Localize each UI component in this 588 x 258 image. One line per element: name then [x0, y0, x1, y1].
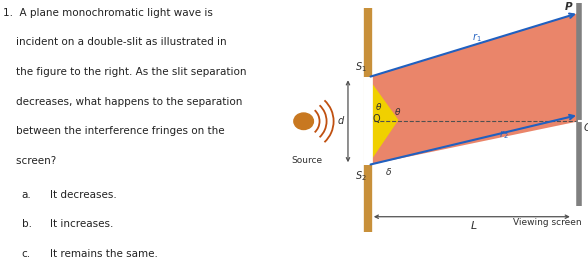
Text: c.: c.: [22, 249, 31, 258]
Text: Source: Source: [291, 156, 322, 165]
Text: the figure to the right. As the slit separation: the figure to the right. As the slit sep…: [3, 67, 246, 77]
Text: P: P: [565, 2, 573, 12]
Text: incident on a double-slit as illustrated in: incident on a double-slit as illustrated…: [3, 37, 227, 47]
Text: decreases, what happens to the separation: decreases, what happens to the separatio…: [3, 97, 242, 107]
Text: 1.  A plane monochromatic light wave is: 1. A plane monochromatic light wave is: [3, 8, 213, 18]
Text: It remains the same.: It remains the same.: [50, 249, 158, 258]
Text: Q: Q: [372, 114, 380, 124]
Text: between the interference fringes on the: between the interference fringes on the: [3, 126, 225, 136]
Text: Viewing screen: Viewing screen: [513, 218, 582, 227]
Text: $\theta$: $\theta$: [376, 101, 383, 112]
Text: $\theta$: $\theta$: [394, 106, 401, 117]
Text: $S_2$: $S_2$: [355, 169, 366, 183]
Text: $S_1$: $S_1$: [355, 60, 366, 74]
Text: $r_2$: $r_2$: [499, 128, 509, 141]
Circle shape: [294, 113, 313, 130]
Text: It decreases.: It decreases.: [50, 190, 116, 200]
Text: O: O: [583, 123, 588, 133]
Text: It increases.: It increases.: [50, 219, 113, 229]
Text: b.: b.: [22, 219, 32, 229]
Text: screen?: screen?: [3, 156, 56, 166]
Polygon shape: [368, 77, 399, 165]
Text: $r_1$: $r_1$: [472, 31, 481, 44]
Text: a.: a.: [22, 190, 32, 200]
Text: $L$: $L$: [470, 219, 477, 231]
Text: $\delta$: $\delta$: [385, 166, 392, 178]
Text: d: d: [337, 116, 343, 126]
Polygon shape: [368, 13, 579, 165]
